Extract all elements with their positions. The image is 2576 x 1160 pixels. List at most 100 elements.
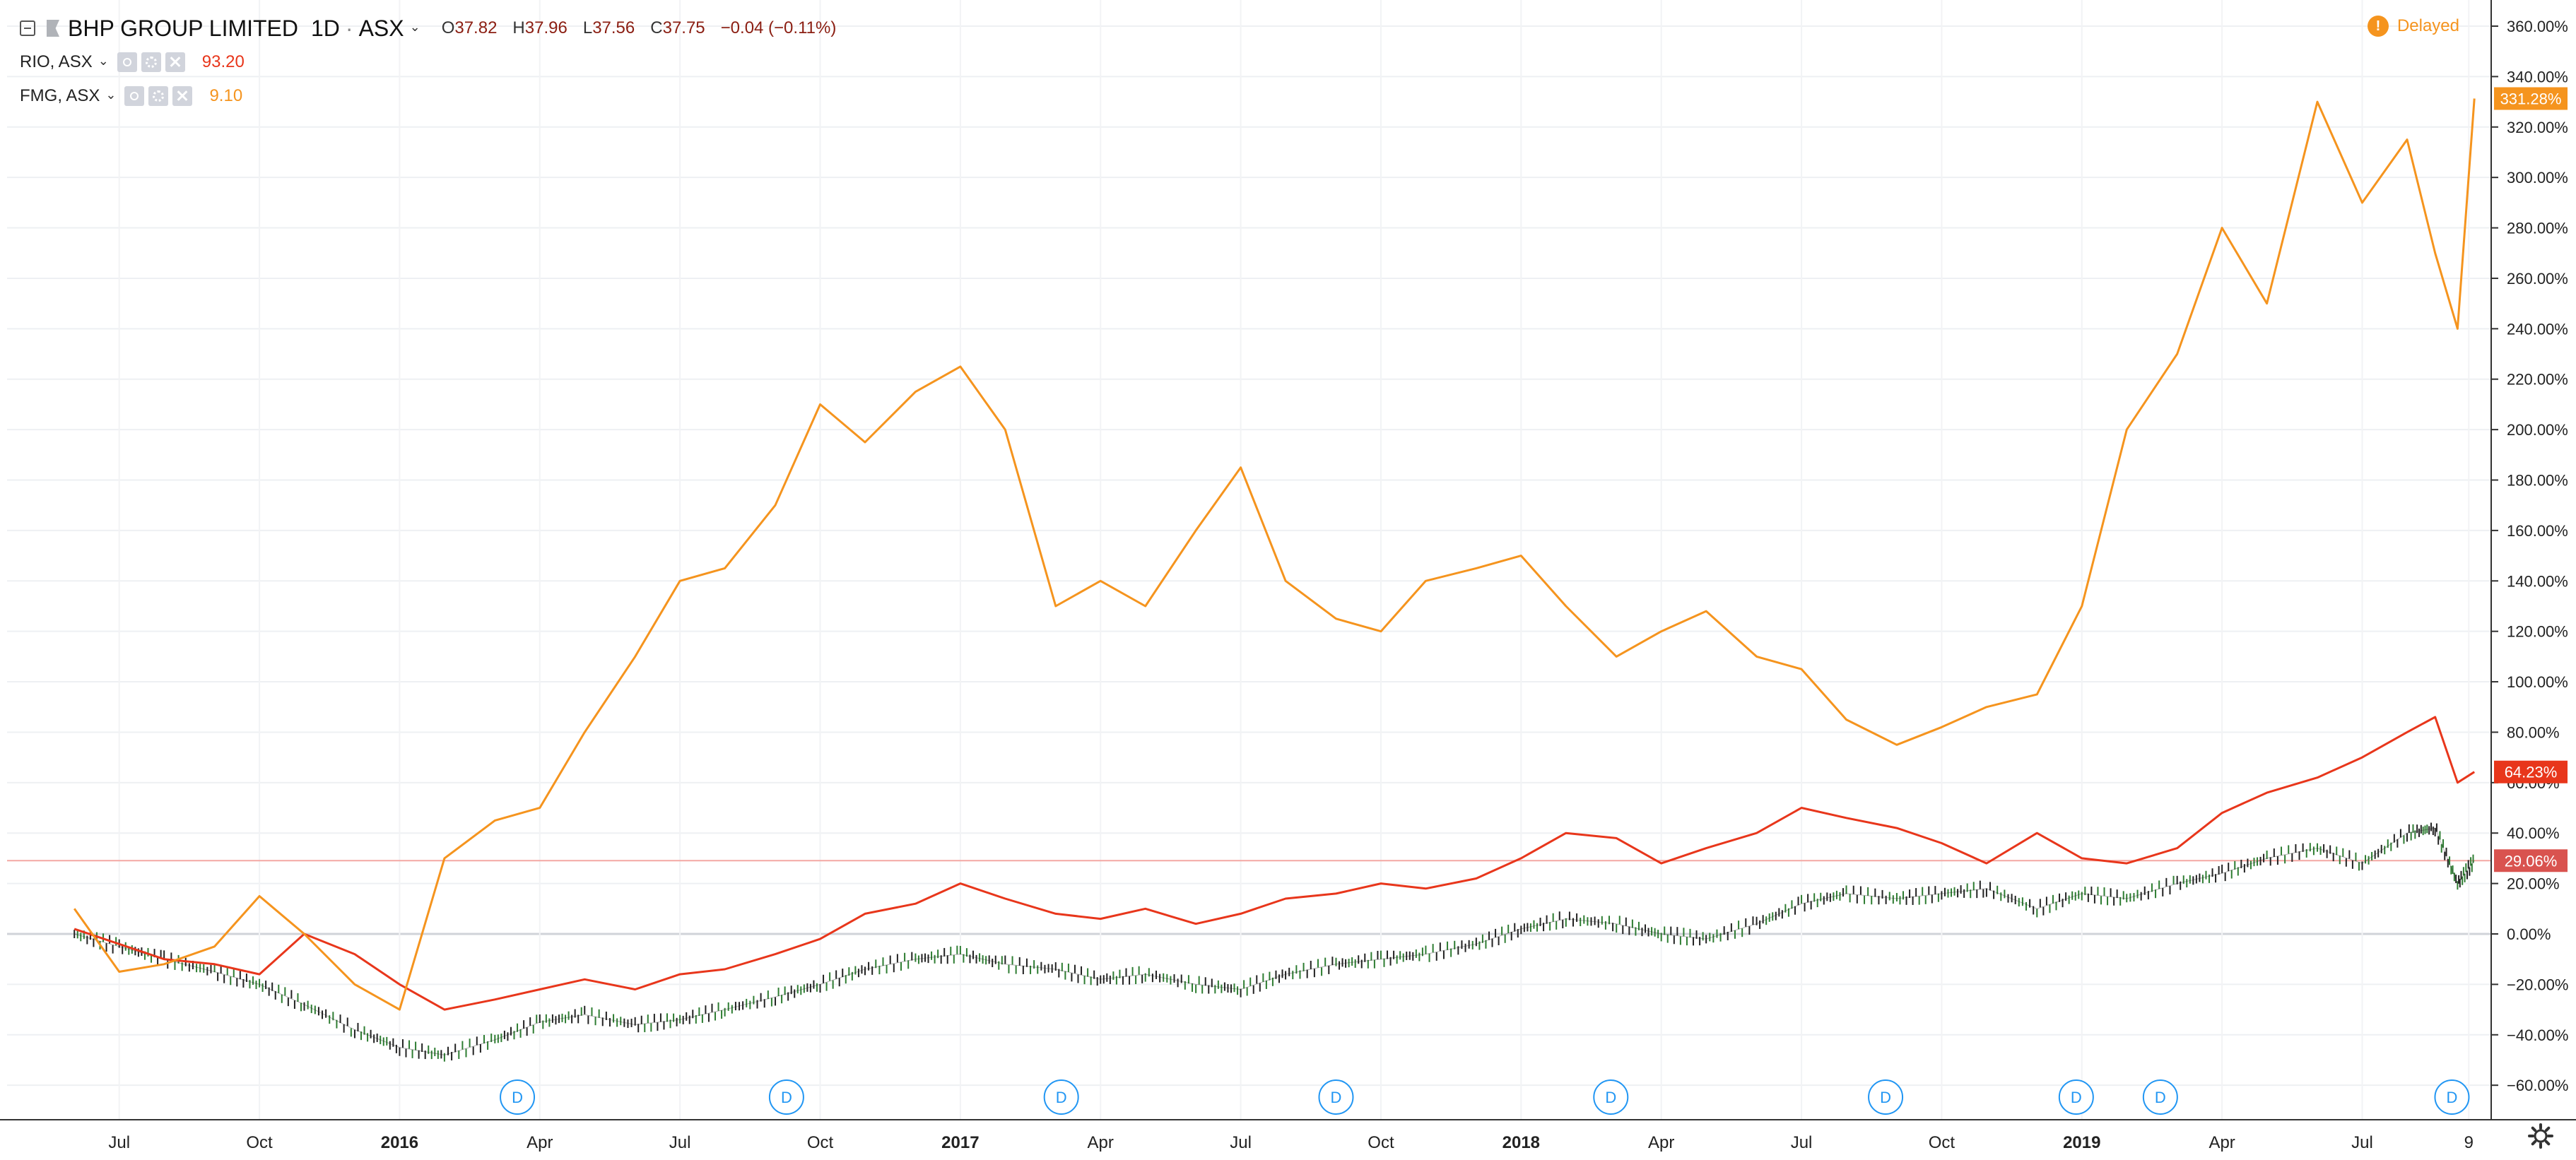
delayed-label: Delayed [2396,16,2459,35]
x-tick-label: Oct [246,1133,273,1152]
y-tick-label: 160.00% [2507,522,2568,540]
dividend-label: D [1056,1089,1067,1106]
low-label: L [582,18,593,37]
last-value-bg [2494,760,2568,783]
dividend-marker[interactable]: D [2434,1079,2470,1115]
x-tick-label: Apr [527,1133,553,1152]
y-tick-label: 360.00% [2507,18,2568,35]
y-tick-label: 280.00% [2507,220,2568,237]
y-tick-label: 100.00% [2507,673,2568,691]
last-value-text: 64.23% [2505,764,2558,781]
main-series-row[interactable]: BHP GROUP LIMITED 1D · ASX ⌄ O37.82 H37.… [20,11,836,45]
high-label: H [512,18,525,37]
dividend-circle [2058,1079,2094,1115]
dividend-circle [1318,1079,1354,1115]
y-tick-label: −60.00% [2507,1077,2568,1094]
x-tick-label: 2017 [941,1133,979,1152]
y-tick-label: 20.00% [2507,875,2560,893]
dividend-label: D [2071,1089,2082,1106]
chevron-down-icon[interactable]: ⌄ [409,19,420,34]
bhp-candles [73,822,2475,1062]
price-axis: 360.00% 340.00% 320.00% 300.00% 280.00% 260.0… [2490,0,2568,1120]
series-line-fmg [73,98,2476,1011]
y-tick-label: 0.00% [2507,925,2551,943]
dividend-label: D [781,1089,792,1106]
x-tick-label: Jul [2351,1133,2373,1152]
dividend-marker[interactable]: D [500,1079,536,1115]
dividend-circle [1868,1079,1904,1115]
delayed-badge[interactable]: ! Delayed [2367,16,2459,37]
y-tick-label: 320.00% [2507,119,2568,136]
close-value: 37.75 [662,18,705,37]
x-tick-label: 9 [2464,1133,2474,1152]
last-value-text: 331.28% [2500,90,2562,108]
y-tick-label: 300.00% [2507,169,2568,187]
exchange-label: ASX [358,15,404,41]
y-tick-label: 220.00% [2507,371,2568,389]
dividend-circle [500,1079,536,1115]
y-tick-label: 120.00% [2507,623,2568,641]
time-axis: Jul Oct 2016 Apr Jul Oct 2017 Apr Jul Oct 2018 Apr J… [0,1119,2576,1152]
separator: · [345,15,353,41]
dividend-circle [2142,1079,2178,1115]
comparison-row-fmg[interactable]: FMG, ASX ⌄ 9.10 [20,79,836,113]
chevron-down-icon[interactable]: ⌄ [105,87,117,102]
dividend-marker[interactable]: D [2058,1079,2094,1115]
x-tick-label: Jul [1230,1133,1252,1152]
eye-icon[interactable] [117,52,137,72]
dividend-marker[interactable]: D [768,1079,804,1115]
x-tick-label: 2016 [381,1133,418,1152]
dividend-label: D [1605,1089,1616,1106]
comparison-row-rio[interactable]: RIO, ASX ⌄ 93.20 [20,45,836,79]
x-tick-label: Jul [669,1133,691,1152]
last-value-label: 331.28% [2494,87,2568,110]
last-value-bg [2494,87,2568,110]
dividend-marker[interactable]: D [1593,1079,1629,1115]
gear-icon[interactable] [2527,1122,2555,1150]
chart-legend: BHP GROUP LIMITED 1D · ASX ⌄ O37.82 H37.… [20,11,836,113]
x-tick-label: Oct [1368,1133,1394,1152]
change-value: −0.04 (−0.11%) [720,18,837,37]
eye-icon[interactable] [124,86,145,106]
dividend-circle [1043,1079,1079,1115]
dividend-label: D [2155,1089,2166,1106]
open-label: O [441,18,455,37]
x-tick-label: 2018 [1502,1133,1540,1152]
dividend-marker[interactable]: D [1868,1079,1904,1115]
comparison-symbol[interactable]: RIO, ASX [20,52,93,71]
y-tick-label: 260.00% [2507,270,2568,288]
y-tick-label: 340.00% [2507,68,2568,85]
symbol-name[interactable]: BHP GROUP LIMITED [68,15,298,41]
y-tick-label: 140.00% [2507,572,2568,590]
low-value: 37.56 [592,18,635,37]
ohlc-values: O37.82 H37.96 L37.56 C37.75 −0.04 (−0.11… [442,18,837,38]
y-tick-label: 240.00% [2507,320,2568,338]
dividend-marker[interactable]: D [1318,1079,1354,1115]
comparison-value: 9.10 [209,86,243,105]
x-tick-label: Apr [1648,1133,1674,1152]
y-tick-label: 40.00% [2507,824,2560,842]
gear-icon[interactable] [141,52,161,72]
y-tick-label: 200.00% [2507,421,2568,439]
dividend-marker[interactable]: D [1043,1079,1079,1115]
x-tick-label: 2019 [2063,1133,2100,1152]
dividend-label: D [512,1089,523,1106]
gear-icon[interactable] [148,86,169,106]
collapse-icon[interactable] [20,20,35,36]
close-icon[interactable] [172,86,193,106]
flag-icon[interactable] [47,20,59,37]
warning-icon: ! [2367,16,2389,37]
interval-label[interactable]: 1D [311,15,340,41]
dividend-marker[interactable]: D [2142,1079,2178,1115]
comparison-symbol[interactable]: FMG, ASX [20,86,100,105]
close-icon[interactable] [165,52,185,72]
x-tick-label: Apr [1088,1133,1114,1152]
x-tick-label: Oct [1929,1133,1955,1152]
series-line-rio [73,716,2476,1011]
chart-grid [7,0,2491,1120]
y-tick-label: 180.00% [2507,472,2568,490]
chevron-down-icon[interactable]: ⌄ [98,53,109,68]
dividend-label: D [2447,1089,2458,1106]
